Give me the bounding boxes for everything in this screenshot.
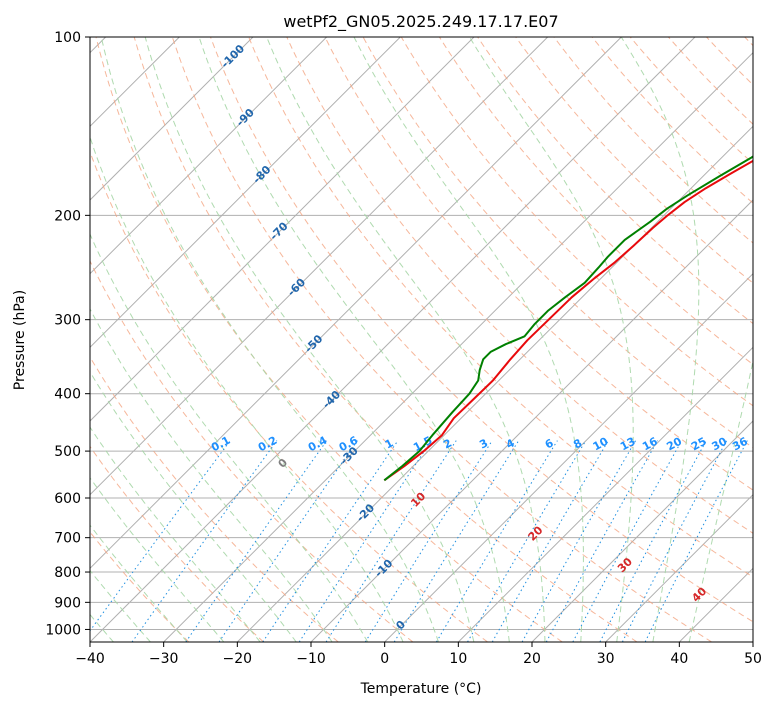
mixing-ratio-line [599, 440, 707, 642]
moist-adiabat-line [100, 37, 439, 642]
mixing-ratio-line [467, 440, 587, 642]
moist-adiabat-line [688, 358, 753, 642]
moist-adiabat-line [90, 370, 297, 642]
x-tick-label: 20 [523, 651, 541, 667]
dry-adiabat-line [90, 259, 414, 642]
isotherm-line [90, 37, 401, 349]
x-tick-label: 0 [380, 651, 389, 667]
mixing-ratio-label: 13 [618, 435, 638, 454]
mixing-ratio-label: 16 [640, 435, 660, 454]
isotherm-line [457, 346, 753, 642]
moist-adiabat-line [266, 37, 546, 642]
mixing-ratio-label: 36 [730, 435, 750, 454]
isotherm-line [90, 37, 622, 570]
dry-adiabat-line [248, 37, 753, 578]
x-tick-label: 50 [744, 651, 762, 667]
isotherm-line [236, 125, 753, 642]
isotherm-line [531, 420, 753, 642]
y-tick-label: 1000 [45, 622, 81, 638]
isotherm-line [90, 37, 696, 642]
mixing-ratio-line [298, 440, 432, 642]
dry-adiabat-line [133, 37, 638, 642]
moist-adiabat-line [90, 135, 404, 642]
dry-adiabat-line [515, 37, 753, 284]
mixing-ratio-label: 25 [689, 435, 709, 454]
y-tick-label: 500 [54, 444, 81, 460]
moist-adiabat-line [144, 37, 475, 642]
mixing-ratio-line [491, 440, 609, 642]
isotherm-line [752, 641, 753, 642]
moist-adiabat-line [90, 308, 333, 642]
mixing-ratio-line [621, 440, 728, 642]
dry-adiabat-line [171, 37, 712, 642]
temperature-line [383, 159, 753, 482]
isotherm-line [90, 37, 475, 422]
axis-ticks: −40 −30 −20 −10 0 10 20 30 40 50 100 200 300 400 500 60… [45, 30, 762, 667]
isotherm-line [90, 37, 328, 275]
x-tick-label: 40 [670, 651, 688, 667]
y-tick-label: 100 [54, 30, 81, 46]
dry-adiabat-line [95, 37, 563, 642]
dry-adiabat-line [324, 37, 753, 491]
mixing-ratio-line [364, 440, 493, 642]
x-tick-label: −20 [223, 651, 253, 667]
mixing-ratio-line [572, 440, 683, 642]
x-tick-label: −30 [149, 651, 179, 667]
moist-adiabat-line [353, 37, 584, 642]
y-tick-label: 400 [54, 387, 81, 403]
plot-frame [89, 36, 754, 643]
mixing-ratio-line [393, 440, 520, 642]
moist-adiabat-line [90, 524, 188, 642]
x-tick-label: 30 [597, 651, 615, 667]
moist-adiabat-line [620, 37, 700, 642]
isotherm-line [163, 51, 753, 642]
y-tick-label: 800 [54, 565, 81, 581]
mixing-ratio-label: 30 [710, 435, 730, 454]
x-tick-label: −10 [296, 651, 326, 667]
background-lines [90, 37, 753, 642]
mixing-ratio-line [131, 440, 278, 642]
dry-adiabat-line [90, 445, 264, 642]
y-tick-label: 200 [54, 208, 81, 224]
moist-adiabat-line [90, 569, 151, 642]
mixing-ratio-line [185, 440, 328, 642]
isotherm-line [90, 37, 254, 201]
y-tick-label: 300 [54, 313, 81, 329]
y-tick-label: 700 [54, 531, 81, 547]
x-tick-label: 10 [449, 651, 467, 667]
dry-adiabat-line [210, 37, 753, 623]
dry-adiabat-line [286, 37, 753, 534]
mixing-ratio-line [644, 440, 748, 642]
mixing-ratio-line [545, 440, 659, 642]
moist-adiabat-line [198, 37, 510, 642]
isotherm-line [90, 37, 549, 496]
profile-lines [383, 155, 753, 482]
plot-background [90, 37, 753, 642]
x-axis-title: Temperature (°C) [360, 681, 482, 697]
y-tick-label: 900 [54, 595, 81, 611]
mixing-ratio-label: 20 [664, 435, 684, 454]
mixing-ratio-label: 10 [591, 435, 611, 454]
moist-adiabat-line [90, 426, 261, 642]
mixing-ratio-line [521, 440, 637, 642]
y-tick-label: 600 [54, 491, 81, 507]
y-axis-title: Pressure (hPa) [12, 290, 28, 390]
x-tick-label: −40 [75, 651, 105, 667]
mixing-ratio-line [435, 440, 558, 642]
isotherm-line [605, 493, 753, 642]
moist-adiabat-line [90, 476, 225, 642]
chart-title: wetPf2_GN05.2025.249.17.17.E07 [283, 12, 558, 32]
dewpoint-line [383, 155, 753, 482]
isotherm-line [384, 272, 753, 642]
moist-adiabat-line [90, 232, 369, 642]
